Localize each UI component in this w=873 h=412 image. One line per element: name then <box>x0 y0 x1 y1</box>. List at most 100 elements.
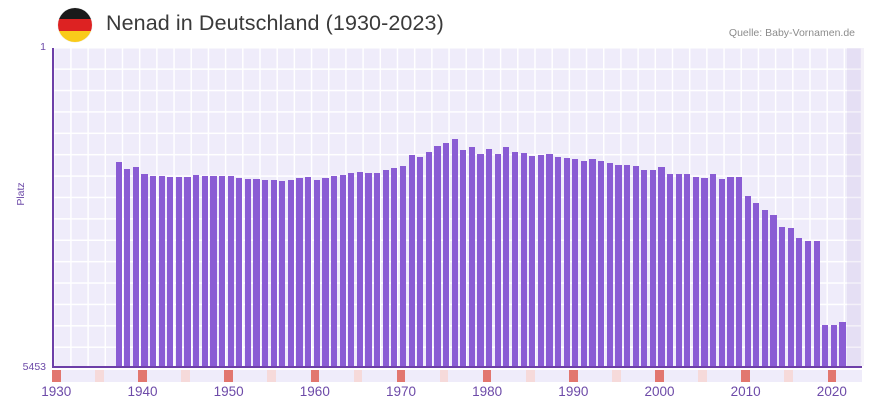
bar[interactable] <box>667 174 674 366</box>
bar[interactable] <box>434 145 441 366</box>
year-marker <box>388 370 397 382</box>
bar[interactable] <box>744 196 751 366</box>
bar[interactable] <box>132 167 139 366</box>
bar[interactable] <box>184 176 191 366</box>
bar[interactable] <box>201 175 208 366</box>
bar[interactable] <box>356 171 363 366</box>
bar[interactable] <box>503 146 510 366</box>
bar[interactable] <box>279 180 286 366</box>
bar[interactable] <box>468 146 476 366</box>
bar[interactable] <box>382 169 389 366</box>
bar[interactable] <box>511 151 519 366</box>
bar[interactable] <box>175 176 183 366</box>
bar[interactable] <box>322 177 329 366</box>
bar[interactable] <box>339 174 346 366</box>
bar[interactable] <box>598 160 605 366</box>
bar[interactable] <box>425 151 432 366</box>
bar[interactable] <box>477 153 484 366</box>
bar[interactable] <box>796 237 803 366</box>
year-marker <box>319 370 328 382</box>
year-marker <box>732 370 742 382</box>
year-marker <box>525 370 535 382</box>
bar[interactable] <box>701 178 708 366</box>
bar[interactable] <box>399 166 407 366</box>
bar[interactable] <box>236 178 243 366</box>
bar[interactable] <box>270 180 277 366</box>
bar[interactable] <box>115 162 122 366</box>
bar[interactable] <box>770 214 777 366</box>
year-marker <box>698 370 707 382</box>
bar[interactable] <box>287 180 295 366</box>
bar[interactable] <box>442 143 450 366</box>
bar[interactable] <box>330 175 338 366</box>
bar[interactable] <box>615 165 622 366</box>
bar[interactable] <box>374 173 381 366</box>
bar[interactable] <box>141 174 148 366</box>
bar[interactable] <box>253 178 260 366</box>
bar[interactable] <box>529 155 536 366</box>
bar[interactable] <box>210 175 217 366</box>
bar[interactable] <box>149 175 157 366</box>
bar[interactable] <box>520 153 527 366</box>
bar[interactable] <box>451 139 458 366</box>
bar[interactable] <box>313 179 320 366</box>
bar[interactable] <box>710 174 717 366</box>
bar[interactable] <box>408 155 415 366</box>
year-marker <box>474 370 483 382</box>
bar[interactable] <box>124 169 131 366</box>
bar[interactable] <box>244 179 251 366</box>
bar[interactable] <box>167 176 174 366</box>
bar[interactable] <box>486 148 493 366</box>
bar[interactable] <box>391 168 398 366</box>
bar[interactable] <box>218 175 226 366</box>
bar[interactable] <box>563 158 570 366</box>
decade-marker <box>310 370 320 382</box>
bar[interactable] <box>632 165 639 366</box>
bar[interactable] <box>641 169 648 366</box>
x-axis-tick-label: 1940 <box>127 384 158 399</box>
bar[interactable] <box>546 154 553 366</box>
bar[interactable] <box>753 203 760 366</box>
year-marker <box>164 370 173 382</box>
bar[interactable] <box>580 160 588 366</box>
bar[interactable] <box>779 226 786 366</box>
bar[interactable] <box>787 228 794 366</box>
bar[interactable] <box>649 169 656 366</box>
bar[interactable] <box>658 167 665 366</box>
bar[interactable] <box>554 156 562 366</box>
bar[interactable] <box>830 325 837 366</box>
bar[interactable] <box>494 153 501 366</box>
bar[interactable] <box>305 177 312 366</box>
bar[interactable] <box>262 180 269 366</box>
x-axis-tick-label: 2000 <box>644 384 675 399</box>
bar[interactable] <box>417 156 424 366</box>
bar[interactable] <box>193 175 200 366</box>
bar[interactable] <box>735 176 743 366</box>
x-axis-tick-label: 1970 <box>385 384 417 399</box>
bar[interactable] <box>727 176 734 366</box>
bar[interactable] <box>296 178 303 366</box>
bar[interactable] <box>692 176 700 366</box>
year-marker <box>155 370 164 382</box>
bar[interactable] <box>804 241 812 366</box>
bar[interactable] <box>460 150 467 366</box>
bar[interactable] <box>813 240 820 366</box>
bar[interactable] <box>718 178 725 366</box>
bar[interactable] <box>589 159 596 366</box>
year-marker <box>620 370 630 382</box>
bar[interactable] <box>684 174 691 366</box>
bar[interactable] <box>606 163 613 366</box>
bar[interactable] <box>158 175 165 366</box>
bar[interactable] <box>537 155 544 366</box>
bar[interactable] <box>227 176 234 366</box>
bar[interactable] <box>761 209 768 366</box>
bar[interactable] <box>675 174 682 366</box>
bar[interactable] <box>348 173 355 366</box>
bar[interactable] <box>365 173 372 366</box>
bar[interactable] <box>839 322 846 366</box>
bar[interactable] <box>572 159 579 366</box>
bar[interactable] <box>822 325 829 366</box>
germany-flag-icon <box>58 8 92 42</box>
year-marker <box>491 370 501 382</box>
bar[interactable] <box>623 165 631 366</box>
